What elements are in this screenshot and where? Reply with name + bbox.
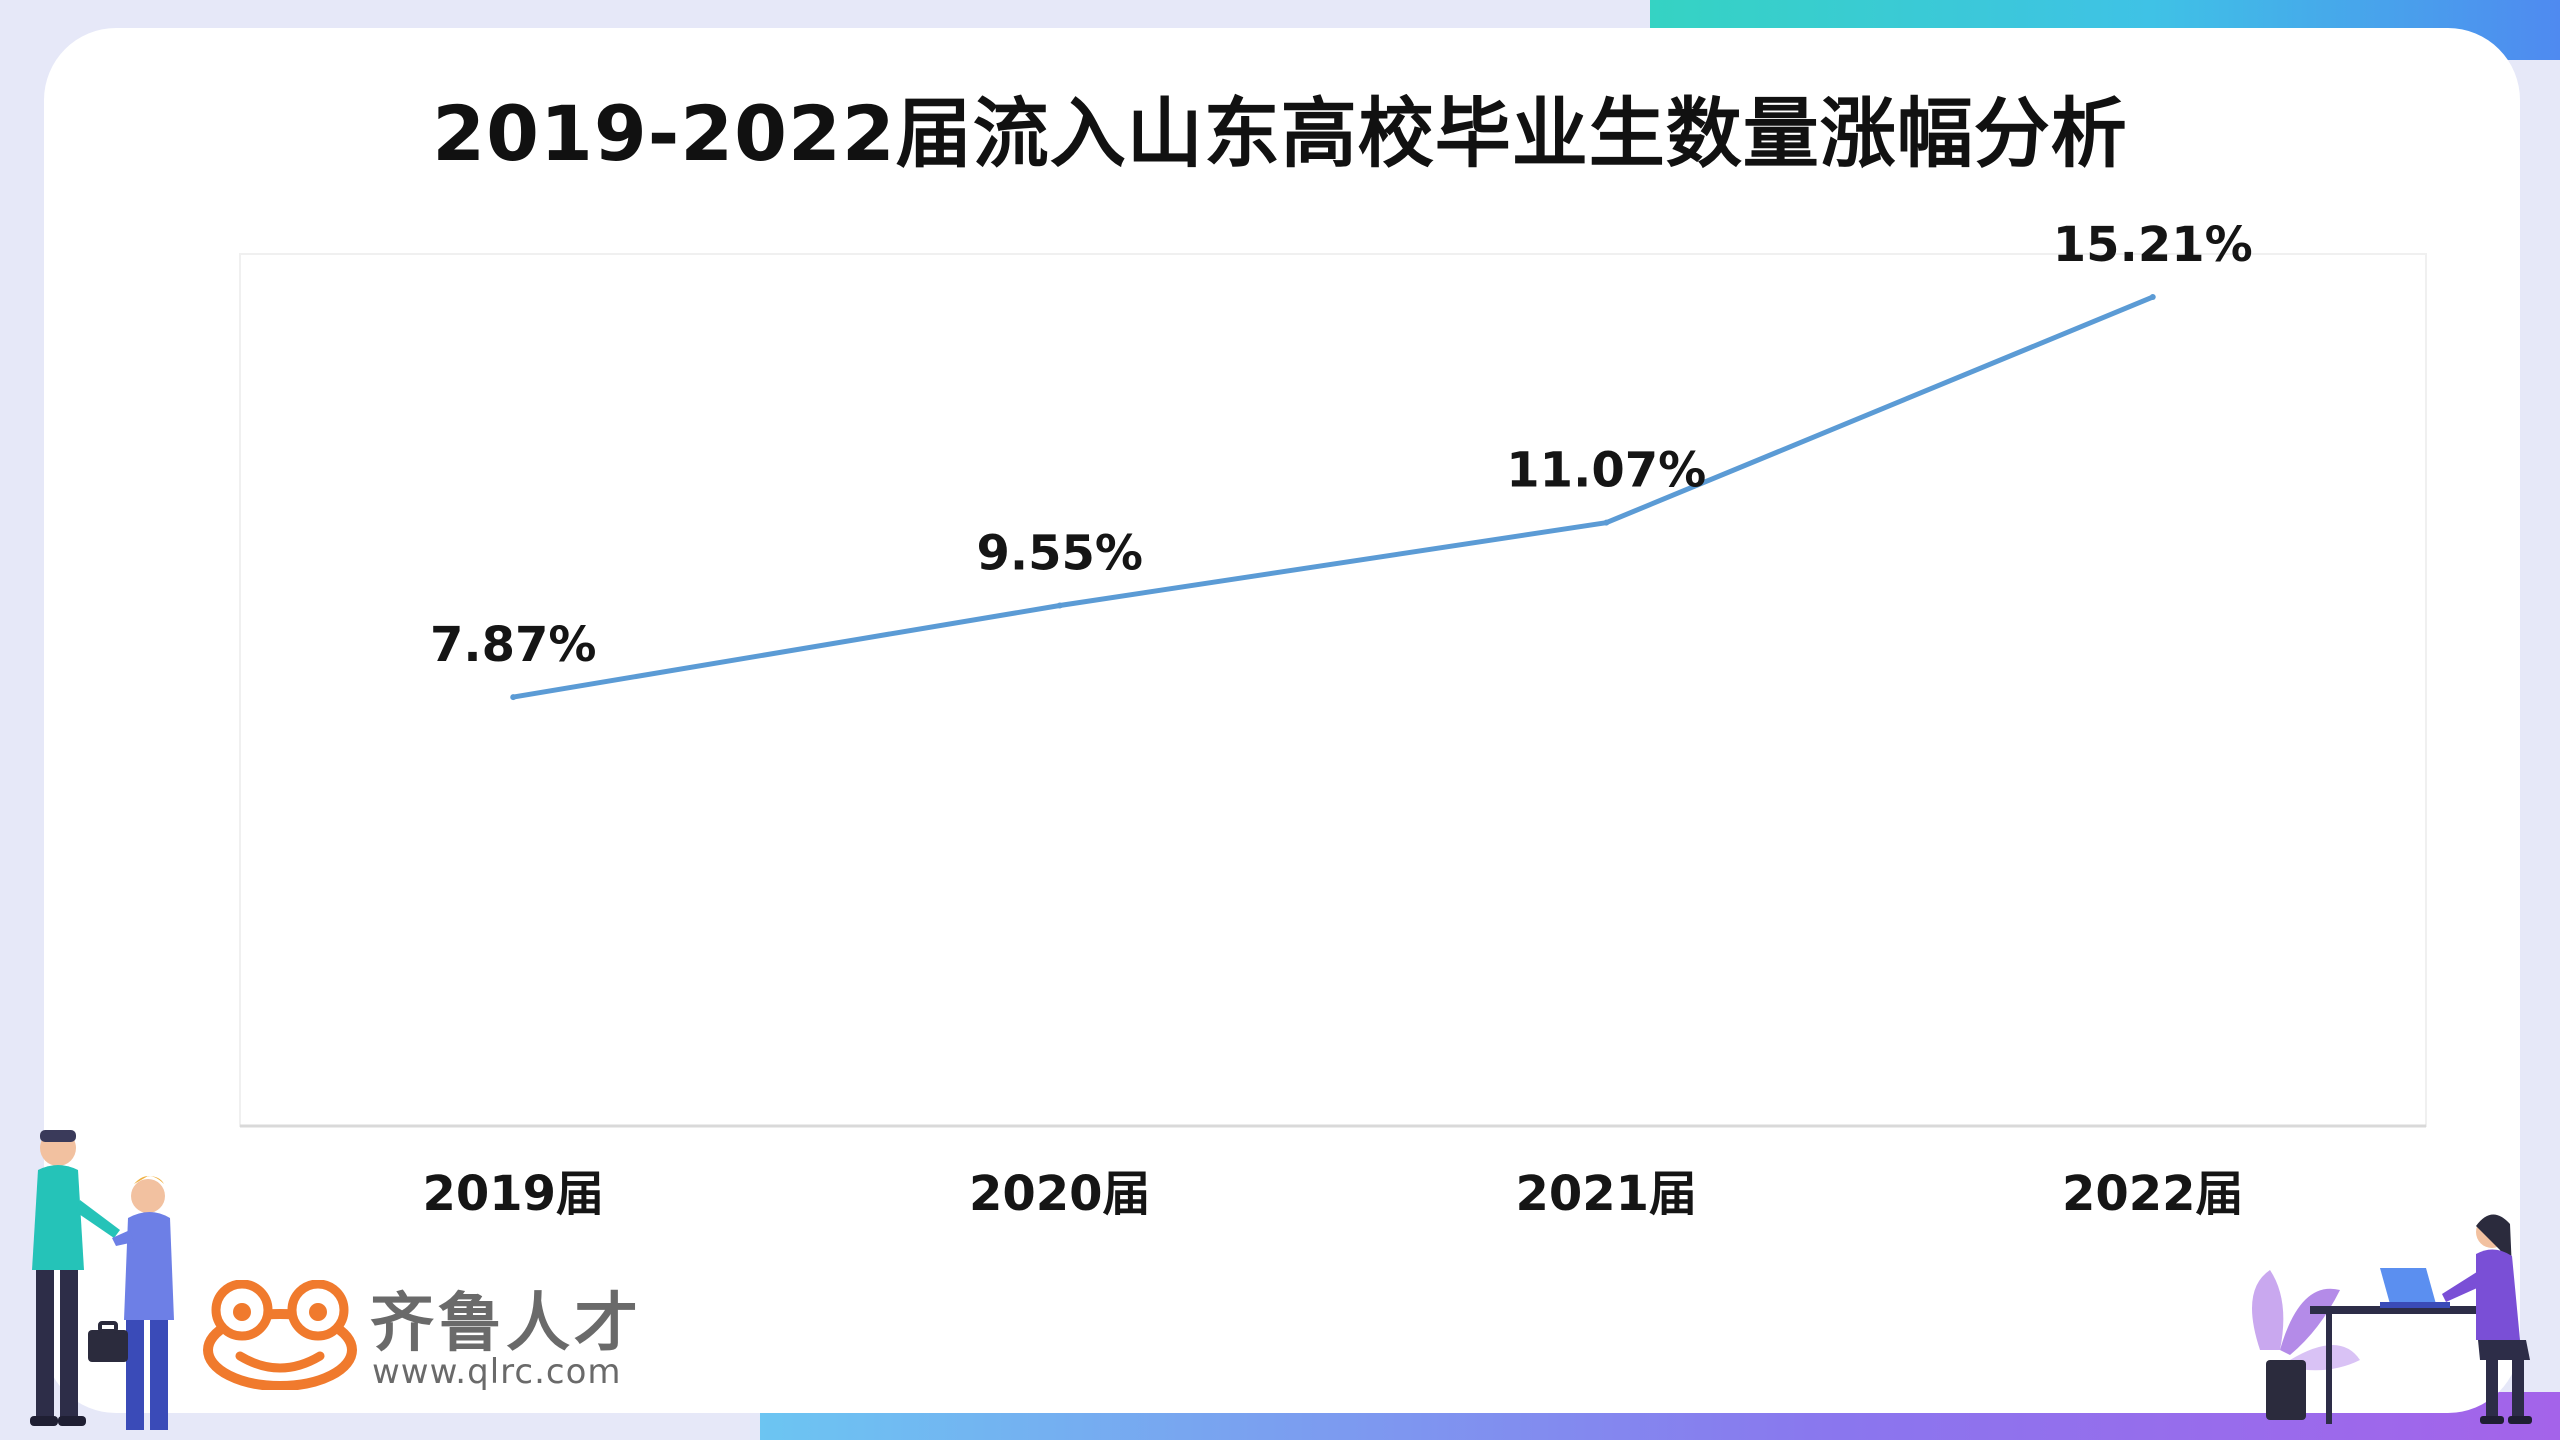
plot-area xyxy=(239,253,2427,1127)
data-label: 15.21% xyxy=(2053,217,2253,273)
logo-url: www.qlrc.com xyxy=(372,1352,622,1392)
x-tick-label: 2022届 xyxy=(2062,1166,2244,1222)
woman-at-laptop-illustration xyxy=(2252,1214,2532,1424)
qlrc-logo: 齐鲁人才 www.qlrc.com xyxy=(200,1272,660,1402)
data-label: 9.55% xyxy=(976,526,1143,582)
data-point xyxy=(2149,294,2156,301)
business-handshake-illustration xyxy=(30,1130,174,1430)
x-tick-layer: 2019届 2020届 2021届 2022届 xyxy=(422,1166,2243,1222)
series-layer xyxy=(510,294,2156,701)
data-point xyxy=(1603,519,1610,526)
series-line xyxy=(510,294,2156,700)
x-tick-label: 2019届 xyxy=(422,1166,604,1222)
x-tick-label: 2020届 xyxy=(969,1166,1151,1222)
data-label: 7.87% xyxy=(430,617,597,673)
x-tick-label: 2021届 xyxy=(1515,1166,1697,1222)
data-point xyxy=(1056,602,1063,609)
data-point xyxy=(510,694,517,701)
data-label-layer: 7.87% 9.55% 11.07% 15.21% xyxy=(430,217,2253,673)
data-label: 11.07% xyxy=(1506,443,1706,499)
frog-icon xyxy=(203,1280,357,1390)
logo-name: 齐鲁人才 xyxy=(370,1287,642,1361)
chart-title: 2019-2022届流入山东高校毕业生数量涨幅分析 xyxy=(432,89,2128,178)
